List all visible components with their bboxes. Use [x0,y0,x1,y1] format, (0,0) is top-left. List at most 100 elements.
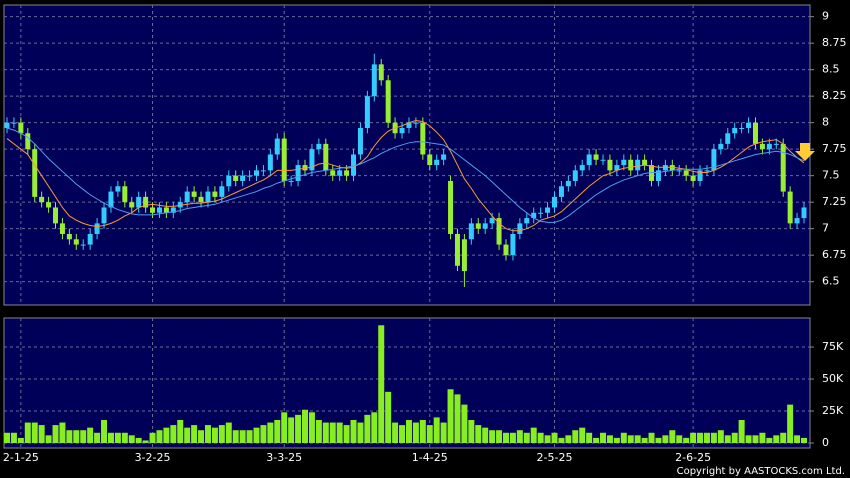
volume-bar [232,430,239,444]
volume-bar [759,432,766,444]
volume-bar [433,417,440,444]
signal-arrow [795,143,815,161]
candle-body [18,122,24,134]
candle-body [552,196,558,208]
volume-bar [558,437,565,444]
volume-bar [31,422,38,444]
candle-body [184,191,190,203]
candle-body [406,122,412,128]
volume-bar [745,435,752,444]
volume-bar [295,414,302,444]
volume-bar [738,419,745,444]
candle-body [746,122,752,128]
candle-body [614,165,620,171]
volume-bar [336,422,343,444]
candle-body [87,233,93,245]
candle-body [565,180,571,187]
volume-bar [225,422,232,444]
volume-bar [586,432,593,444]
volume-bar [357,422,364,444]
candle-body [718,143,724,150]
volume-bar [17,437,24,444]
volume-bar [163,427,170,444]
volume-bar [38,425,45,444]
volume-bar [613,437,620,444]
price-panel [3,4,811,306]
volume-bar [496,430,503,444]
candle-body [46,202,52,208]
volume-bar [710,432,717,444]
candle-body [510,233,516,256]
volume-bar [135,437,142,444]
candle-body [801,207,807,219]
volume-bar [66,430,73,444]
candle-body [198,196,204,203]
candle-body [66,233,72,240]
candle-body [150,207,156,213]
y-tick-label: 8 [822,116,829,129]
candle-body [177,202,183,208]
volume-bar [128,435,135,444]
volume-bar [412,422,419,444]
volume-bar [801,437,807,444]
candle-body [503,244,509,256]
volume-bar [641,437,648,444]
y-tick-label: 25K [822,404,844,417]
candle-body [413,122,419,124]
volume-bar [59,422,66,444]
volume-bar [502,432,509,444]
volume-bar [475,425,482,444]
candle-body [496,218,502,245]
volume-bar [516,430,523,444]
volume-bar [149,432,156,444]
volume-bar [426,425,433,444]
candle-body [538,212,544,214]
volume-bar [302,409,309,444]
volume-bar [364,414,371,444]
candle-body [586,154,592,166]
volume-bar [565,435,572,444]
volume-bar [177,419,184,444]
volume-bar [170,425,177,444]
volume-bar [655,437,662,444]
volume-bar [766,437,773,444]
volume-bar [246,430,253,444]
candle-body [316,143,322,150]
volume-bar [544,435,551,444]
volume-bar [551,432,558,444]
candle-body [711,149,717,171]
candle-body [170,207,176,213]
x-tick-label: 2-6-25 [675,451,711,464]
volume-bar [794,435,801,444]
volume-bar [267,422,274,444]
candle-body [205,191,211,203]
volume-bar [537,432,544,444]
volume-bar [94,432,101,444]
candle-body [475,223,481,229]
volume-bar [281,412,288,444]
volume-bar [260,425,267,444]
candle-body [32,149,38,197]
volume-bar [142,440,149,444]
volume-bar [329,422,336,444]
volume-bar [454,394,461,444]
volume-bar [211,427,218,444]
candle-body [344,170,350,176]
candle-body [593,154,599,160]
volume-bar [724,435,731,444]
volume-bar [371,412,378,444]
candle-body [780,143,786,192]
y-tick-label: 8.25 [822,89,847,102]
candle-body [11,122,17,124]
candle-body [156,207,162,213]
candle-body [212,191,218,197]
candle-body [635,159,641,171]
candle-body [676,170,682,172]
candle-body [732,127,738,134]
x-tick-label: 2-1-25 [3,451,39,464]
x-tick-label: 3-3-25 [266,451,302,464]
candle-body [773,143,779,145]
candle-body [752,122,758,144]
volume-bar [378,325,385,444]
